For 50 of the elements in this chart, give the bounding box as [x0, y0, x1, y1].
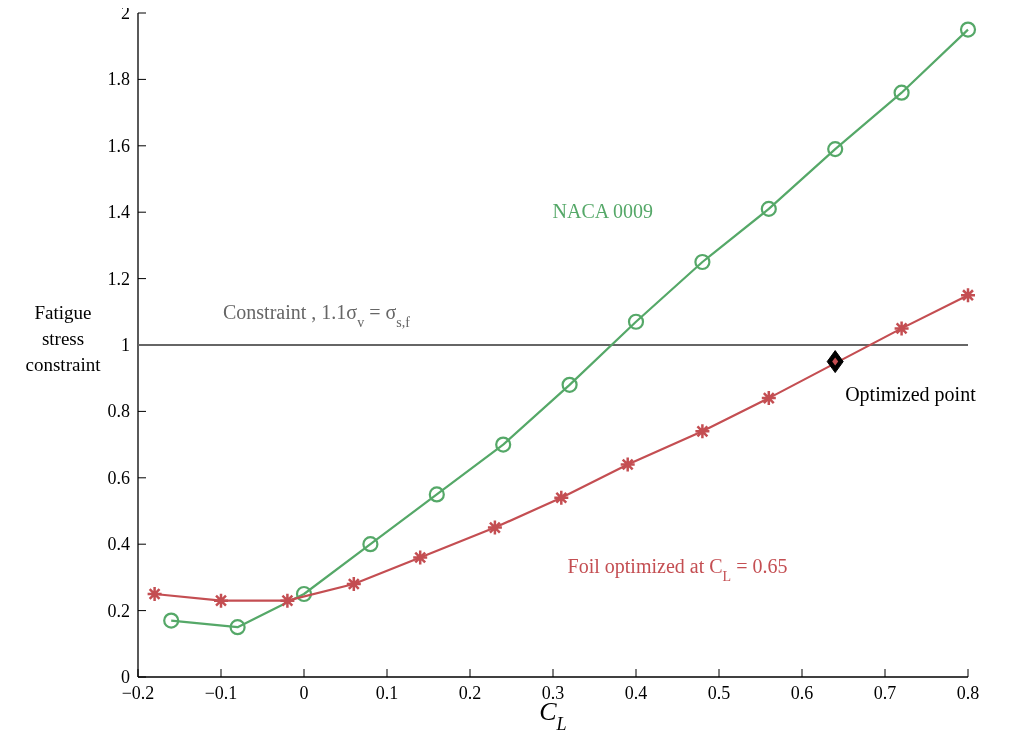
text: Foil optimized at C$_{L}$ = 0.65	[567, 555, 788, 584]
y-tick-label: 1.4	[107, 202, 130, 223]
y-axis-title: Fatigue stress constraint	[25, 302, 102, 375]
point	[163, 612, 180, 629]
x-tick-label: 0.2	[458, 683, 482, 703]
y-tick-label: 1.2	[107, 268, 130, 289]
y-tick-label: 0.2	[107, 600, 130, 621]
x-tick-label: 0.6	[790, 683, 814, 703]
x-tick-label: 0.8	[956, 683, 980, 703]
point	[362, 536, 379, 553]
point	[411, 549, 429, 566]
y-tick-label: 1.8	[107, 69, 130, 90]
y-tick-label: 0.6	[107, 467, 130, 488]
point	[826, 350, 844, 374]
point	[827, 141, 844, 158]
point	[495, 436, 512, 453]
point	[893, 84, 910, 101]
y-tick-label: 1.6	[107, 135, 130, 156]
point	[295, 585, 313, 603]
point	[893, 320, 910, 337]
x-tick-label: 0.5	[707, 683, 731, 703]
point	[561, 376, 578, 393]
ref-line-label: Constraint , 1.1σ$_{v}$ = σ$_{s,f}$	[223, 301, 411, 330]
y-tick-label: 0.8	[107, 401, 130, 422]
point	[959, 286, 977, 304]
x-tick-label: 0.1	[375, 683, 399, 703]
point	[279, 592, 296, 609]
point	[959, 21, 977, 38]
point	[428, 486, 445, 503]
x-tick-label: 0.3	[541, 683, 565, 703]
x-tick-label: 0.4	[624, 683, 648, 703]
text: NACA 0009	[552, 200, 654, 223]
point	[760, 389, 778, 407]
point	[146, 585, 163, 603]
series-label: Optimized point	[845, 382, 977, 406]
point	[619, 456, 636, 473]
point	[694, 423, 711, 440]
point	[694, 253, 711, 271]
point	[345, 575, 363, 593]
point	[486, 519, 504, 536]
x-tick-label: 0	[299, 683, 309, 703]
x-tick-label: 0.7	[873, 683, 897, 703]
point	[229, 619, 246, 636]
point	[212, 592, 230, 609]
point	[627, 313, 645, 330]
point	[553, 489, 570, 506]
y-tick-label: 0.4	[107, 534, 130, 555]
point	[760, 200, 777, 217]
y-tick-label: 1	[121, 335, 130, 355]
x-tick-label: −0.1	[204, 683, 238, 703]
